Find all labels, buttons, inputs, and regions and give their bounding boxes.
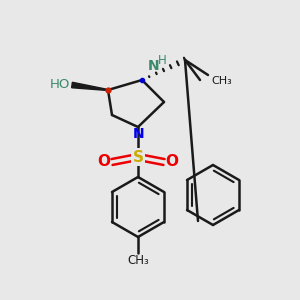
Text: N: N (148, 59, 160, 73)
Text: CH₃: CH₃ (127, 254, 149, 266)
Polygon shape (72, 82, 108, 91)
Text: O: O (166, 154, 178, 169)
Text: N: N (133, 127, 145, 141)
Text: CH₃: CH₃ (211, 76, 232, 86)
Text: HO: HO (50, 77, 70, 91)
Text: O: O (98, 154, 110, 169)
Text: S: S (133, 149, 143, 164)
Text: H: H (158, 53, 166, 67)
